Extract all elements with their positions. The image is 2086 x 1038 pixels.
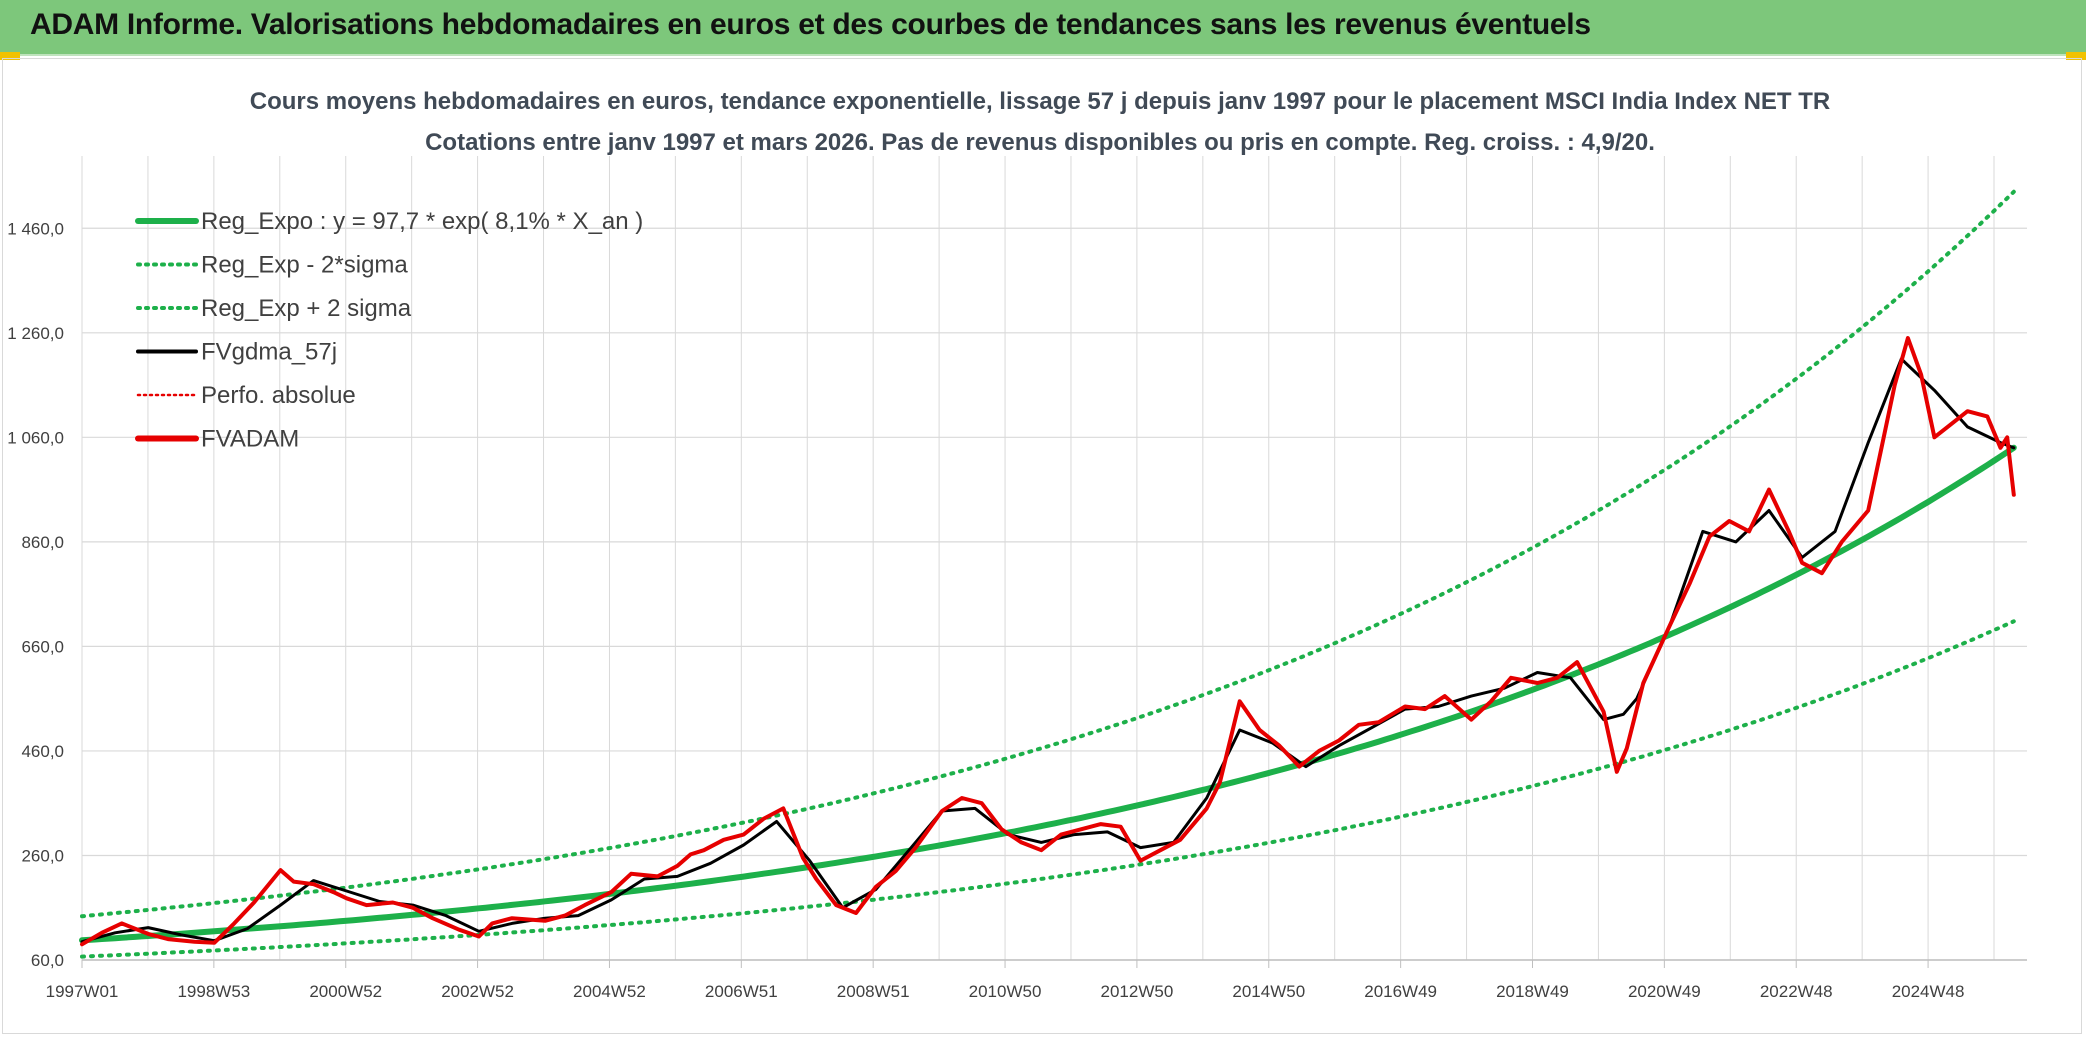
x-tick-label: 2000W52: [309, 982, 382, 1001]
x-tick-label: 2014W50: [1232, 982, 1305, 1001]
y-tick-label: 260,0: [21, 846, 64, 865]
corner-accent-left: [0, 52, 20, 60]
y-tick-label: 1 260,0: [7, 324, 64, 343]
y-tick-label: 660,0: [21, 637, 64, 656]
y-tick-label: 1 060,0: [7, 428, 64, 447]
legend-label-low: Reg_Exp - 2*sigma: [201, 252, 408, 279]
report-banner: ADAM Informe. Valorisations hebdomadaire…: [0, 0, 2086, 56]
chart-subtitle: Cotations entre janv 1997 et mars 2026. …: [425, 129, 1655, 156]
y-tick-label: 60,0: [31, 951, 64, 970]
legend-label-gdma: FVgdma_57j: [201, 339, 337, 366]
legend-label-high: Reg_Exp + 2 sigma: [201, 295, 412, 322]
chart-series: [79, 189, 2017, 959]
x-tick-label: 2024W48: [1892, 982, 1965, 1001]
y-tick-label: 1 460,0: [7, 219, 64, 238]
y-tick-label: 460,0: [21, 742, 64, 761]
x-tick-label: 2002W52: [441, 982, 514, 1001]
legend-label-perfo: Perfo. absolue: [201, 382, 356, 409]
x-tick-label: 1998W53: [177, 982, 250, 1001]
series-line-fvadam: [80, 336, 2016, 947]
y-axis-ticks: 60,0 260,0 460,0 660,0 860,0 1 060,0 1 260,0 1 …: [7, 219, 64, 970]
chart-frame: [2, 58, 2082, 1034]
x-tick-label: 2012W50: [1101, 982, 1174, 1001]
series-line-plus-2-sigma: [80, 189, 2016, 919]
y-tick-label: 860,0: [21, 533, 64, 552]
series-line-minus-2-sigma: [80, 619, 2016, 959]
x-tick-label: 2010W50: [969, 982, 1042, 1001]
x-tick-label: 2020W49: [1628, 982, 1701, 1001]
x-tick-label: 2018W49: [1496, 982, 1569, 1001]
series-line-fvgdma: [80, 357, 2016, 944]
legend-label-adam: FVADAM: [201, 426, 299, 453]
x-tick-label: 2022W48: [1760, 982, 1833, 1001]
corner-accent-right: [2066, 52, 2086, 60]
chart-gridlines: [81, 156, 2027, 961]
x-tick-label: 2008W51: [837, 982, 910, 1001]
legend-label-reg: Reg_Expo : y = 97,7 * exp( 8,1% * X_an ): [201, 208, 643, 235]
report-title: ADAM Informe. Valorisations hebdomadaire…: [30, 8, 1591, 41]
x-tick-label: 2006W51: [705, 982, 778, 1001]
x-tick-label: 2016W49: [1364, 982, 1437, 1001]
x-tick-label: 2004W52: [573, 982, 646, 1001]
x-tick-label: 1997W01: [46, 982, 119, 1001]
chart-title: Cours moyens hebdomadaires en euros, ten…: [250, 88, 1830, 115]
chart-legend: Reg_Expo : y = 97,7 * exp( 8,1% * X_an )…: [135, 208, 643, 453]
series-line-regression: [79, 444, 2017, 944]
x-axis-ticks: 1997W01 1998W53 2000W52 2002W52 2004W52 2006W…: [46, 960, 1965, 1001]
